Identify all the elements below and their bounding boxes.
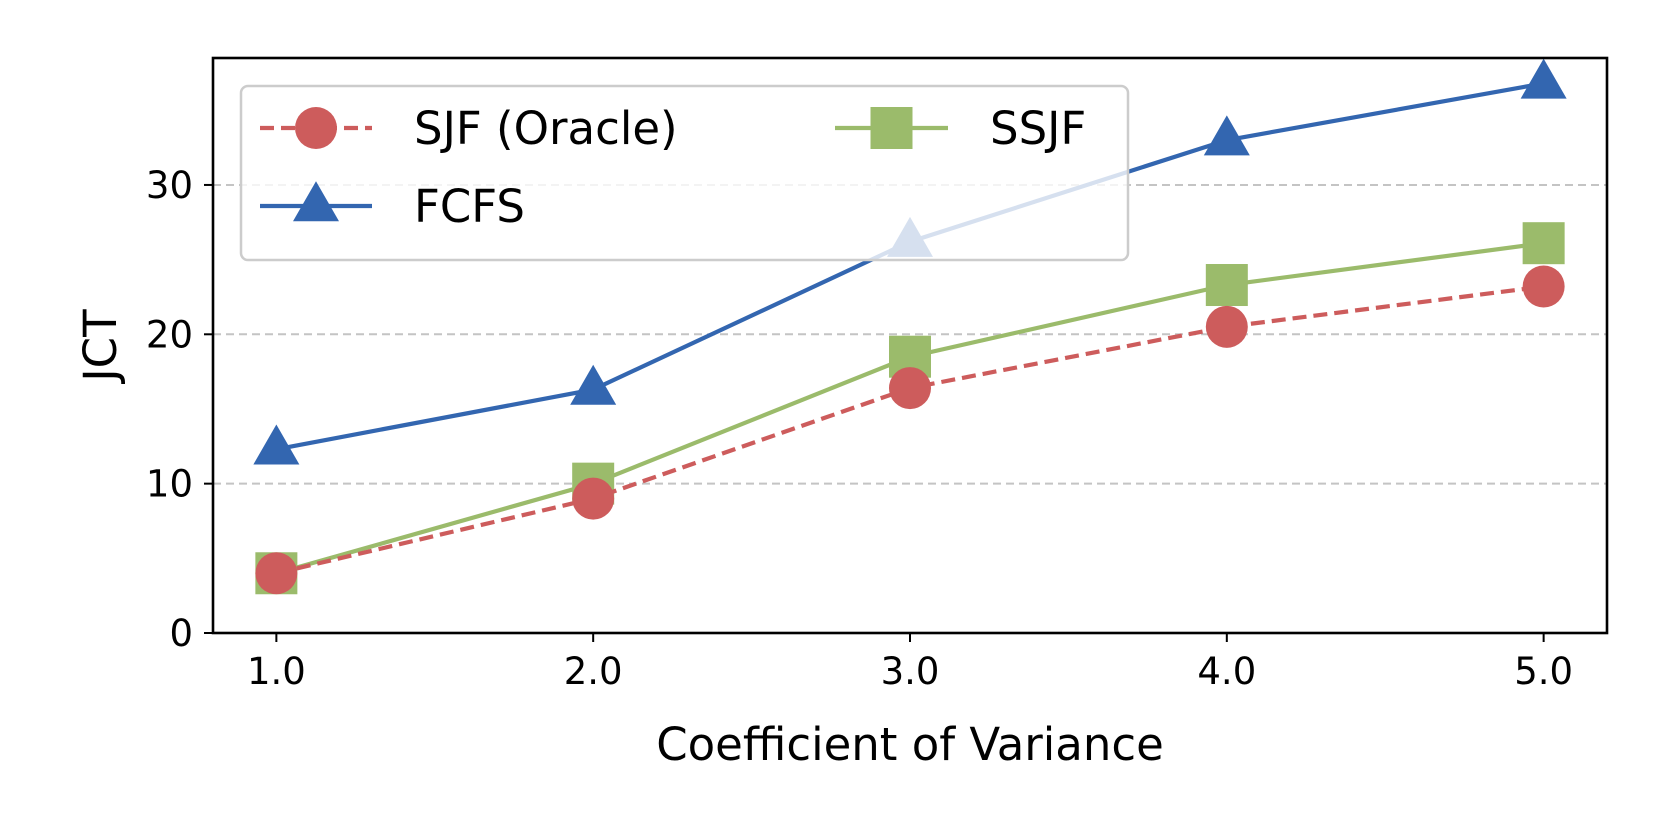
tick-layer: 0 10 20 30 1.0 2.0 3.0 4.0 5.0 xyxy=(146,164,1573,693)
series-sjf-oracle xyxy=(255,265,1565,595)
x-tick-label: 1.0 xyxy=(247,650,306,693)
legend: SJF (Oracle) SSJF FCFS xyxy=(239,84,1130,262)
legend-marker-fcfs xyxy=(293,181,339,222)
data-point-fcfs xyxy=(1203,115,1250,156)
x-tick-label: 3.0 xyxy=(881,650,940,693)
data-point-sjf-oracle xyxy=(572,477,615,520)
series-line-sjf-oracle xyxy=(275,284,1544,576)
legend-label-fcfs: FCFS xyxy=(414,180,525,233)
legend-marker-ssjf xyxy=(870,107,913,149)
y-axis-label: JCT xyxy=(74,309,127,385)
legend-marker-sjf-oracle xyxy=(295,107,337,149)
legend-label-sjf-oracle: SJF (Oracle) xyxy=(414,102,678,155)
data-point-sjf-oracle xyxy=(255,552,298,595)
y-tick-label: 30 xyxy=(146,164,193,207)
y-tick-label: 20 xyxy=(146,313,193,356)
data-point-sjf-oracle xyxy=(1522,265,1565,308)
legend-entry-ssjf: SSJF xyxy=(835,102,1086,155)
data-point-ssjf xyxy=(1205,264,1248,307)
data-point-sjf-oracle xyxy=(889,367,931,410)
legend-entry-fcfs: FCFS xyxy=(260,180,525,233)
y-tick-label: 10 xyxy=(146,463,193,506)
y-tick-label: 0 xyxy=(169,612,193,655)
data-point-fcfs xyxy=(570,364,617,405)
legend-entry-sjf-oracle: SJF (Oracle) xyxy=(260,102,678,155)
data-point-sjf-oracle xyxy=(1205,305,1248,348)
x-tick-label: 4.0 xyxy=(1197,650,1256,693)
data-point-fcfs xyxy=(1520,58,1567,99)
x-tick-label: 5.0 xyxy=(1514,650,1573,693)
x-axis-label: Coefficient of Variance xyxy=(656,718,1164,771)
legend-label-ssjf: SSJF xyxy=(990,102,1086,155)
x-tick-label: 2.0 xyxy=(564,650,623,693)
data-point-fcfs xyxy=(253,424,300,465)
data-point-ssjf xyxy=(1522,222,1565,265)
